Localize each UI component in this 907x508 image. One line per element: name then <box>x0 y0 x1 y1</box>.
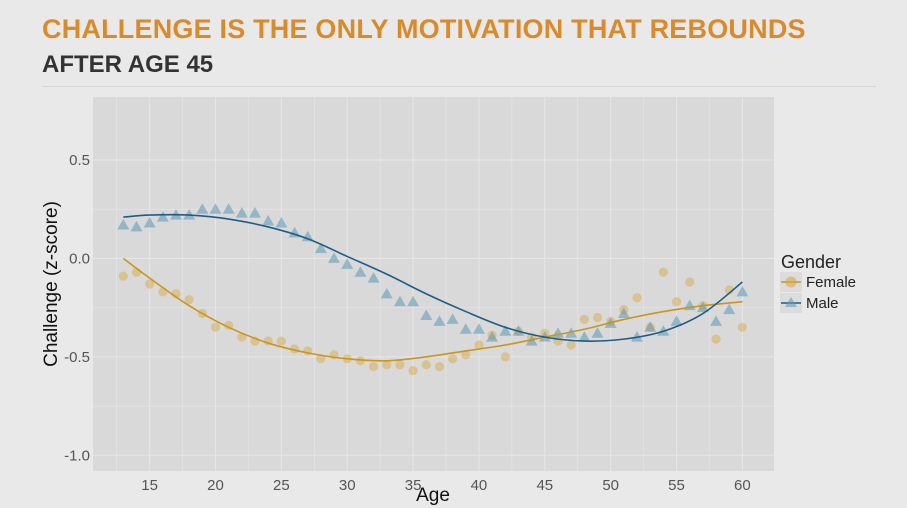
grid-lines <box>93 97 774 471</box>
female-trend-line <box>122 257 743 362</box>
male-point <box>262 215 275 226</box>
title-divider <box>42 86 876 87</box>
female-point <box>316 354 326 364</box>
male-point <box>723 303 736 315</box>
chart-title-line2: AFTER AGE 45 <box>42 51 214 78</box>
male-point <box>459 323 472 334</box>
x-tick-label: 45 <box>536 477 553 494</box>
male-point <box>328 252 341 263</box>
y-tick-label: 0.0 <box>69 250 90 267</box>
male-point <box>420 309 433 320</box>
female-point <box>685 277 695 287</box>
male-point <box>472 323 485 334</box>
male-point <box>499 325 512 336</box>
legend-key-male-marker <box>785 297 797 307</box>
x-tick-label: 40 <box>471 477 488 494</box>
male-point <box>301 230 314 242</box>
male-point <box>486 331 499 342</box>
x-axis-title: Age <box>416 485 450 506</box>
male-point <box>143 216 156 228</box>
x-axis-ticks: 15 20 25 30 35 40 45 50 55 60 <box>141 477 750 494</box>
female-point <box>395 360 405 370</box>
female-point <box>658 267 668 277</box>
male-point <box>156 211 169 222</box>
male-point <box>644 321 657 332</box>
y-tick-label: -0.5 <box>64 349 90 366</box>
male-point <box>314 242 327 254</box>
male-point <box>196 203 209 214</box>
female-point <box>553 336 563 346</box>
legend-key-female-marker <box>785 276 797 288</box>
legend: Gender Female Male <box>780 252 856 313</box>
x-tick-label: 30 <box>339 477 356 494</box>
female-point <box>368 362 379 372</box>
x-tick-label: 50 <box>602 477 619 494</box>
legend-label-male: Male <box>806 295 839 312</box>
male-point <box>117 218 130 230</box>
female-point <box>408 366 418 376</box>
legend-title: Gender <box>781 252 841 272</box>
male-point <box>736 285 749 297</box>
y-axis-title: Challenge (z-score) <box>41 201 62 367</box>
male-point <box>367 272 380 283</box>
x-tick-label: 35 <box>405 477 422 494</box>
male-point <box>380 287 393 299</box>
x-tick-label: 60 <box>734 477 751 494</box>
female-point <box>632 293 642 303</box>
female-point <box>421 360 431 370</box>
female-point <box>158 287 168 297</box>
male-point <box>341 258 354 269</box>
female-point <box>118 271 128 281</box>
female-point <box>210 322 221 332</box>
female-point <box>434 362 445 372</box>
male-point <box>631 331 644 342</box>
female-point <box>671 297 682 307</box>
male-point <box>617 307 630 319</box>
female-point <box>711 334 721 344</box>
female-point <box>355 356 365 366</box>
male-point <box>275 216 288 228</box>
male-point <box>670 315 683 326</box>
x-tick-label: 20 <box>207 477 224 494</box>
female-point <box>579 314 589 325</box>
male-point <box>249 207 262 218</box>
x-tick-label: 15 <box>141 477 158 494</box>
female-point <box>461 350 471 360</box>
plot-panel <box>93 97 774 471</box>
x-tick-label: 55 <box>668 477 685 494</box>
chart-title-line1: CHALLENGE IS THE ONLY MOTIVATION THAT RE… <box>42 14 806 44</box>
male-point <box>591 327 604 338</box>
male-trend-line <box>123 213 743 342</box>
female-point <box>474 340 484 350</box>
male-point <box>209 203 222 214</box>
female-point <box>566 340 576 350</box>
male-point <box>710 315 723 326</box>
y-axis-ticks: 0.5 0.0 -0.5 -1.0 <box>64 152 90 464</box>
male-point <box>235 207 248 218</box>
male-point <box>578 331 591 342</box>
female-point <box>382 360 392 370</box>
male-point <box>446 313 459 324</box>
male-point <box>696 301 709 313</box>
male-point <box>130 220 143 232</box>
male-point <box>433 315 446 326</box>
female-point <box>184 295 194 305</box>
x-tick-label: 25 <box>273 477 290 494</box>
female-point <box>447 354 458 364</box>
y-tick-label: -1.0 <box>64 447 90 464</box>
female-point <box>145 279 155 289</box>
male-point <box>393 295 406 307</box>
male-point <box>407 295 420 307</box>
female-point <box>276 336 286 346</box>
legend-label-female: Female <box>806 274 856 291</box>
male-point <box>354 266 367 277</box>
male-point <box>222 203 235 214</box>
y-tick-label: 0.5 <box>69 152 90 169</box>
female-point <box>592 312 603 323</box>
female-point <box>500 352 510 362</box>
female-point <box>737 322 747 332</box>
